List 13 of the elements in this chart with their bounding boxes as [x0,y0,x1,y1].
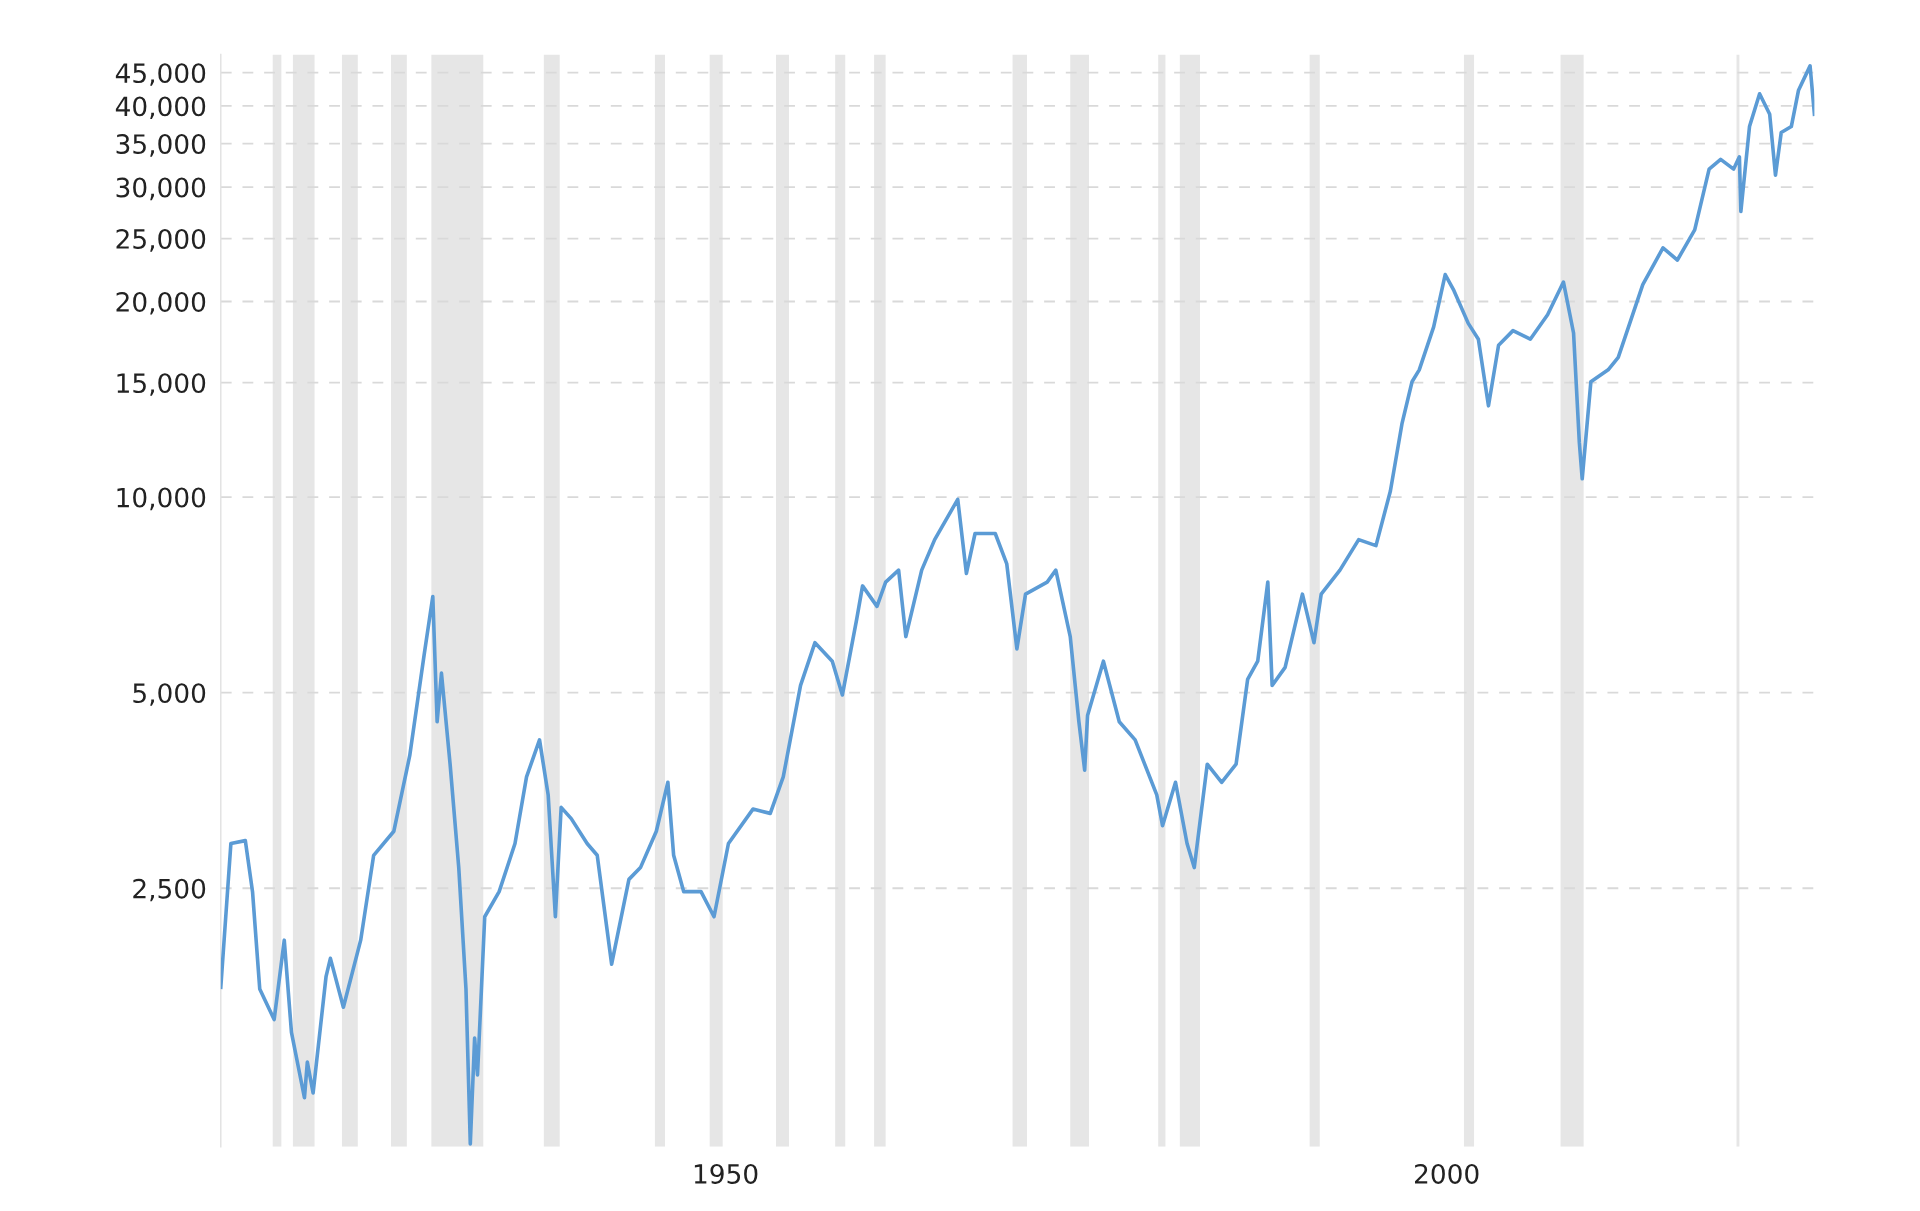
y-tick-label: 5,000 [133,683,206,706]
y-tick-label: 2,500 [133,878,206,902]
y-tick-label: 40,000 [115,96,206,120]
x-tick-label: 2000 [1415,1163,1479,1184]
y-tick-label: 35,000 [116,134,206,157]
y-tick-label: 20,000 [116,291,206,315]
y-tick-label: 45,000 [115,63,206,86]
y-tick-label: 30,000 [116,177,206,201]
y-tick-label: 10,000 [117,487,206,511]
line-series [220,64,1815,1146]
y-tick-label: 15,000 [117,373,206,396]
y-tick-label: 25,000 [116,229,206,252]
x-tick-label: 1950 [694,1163,758,1184]
